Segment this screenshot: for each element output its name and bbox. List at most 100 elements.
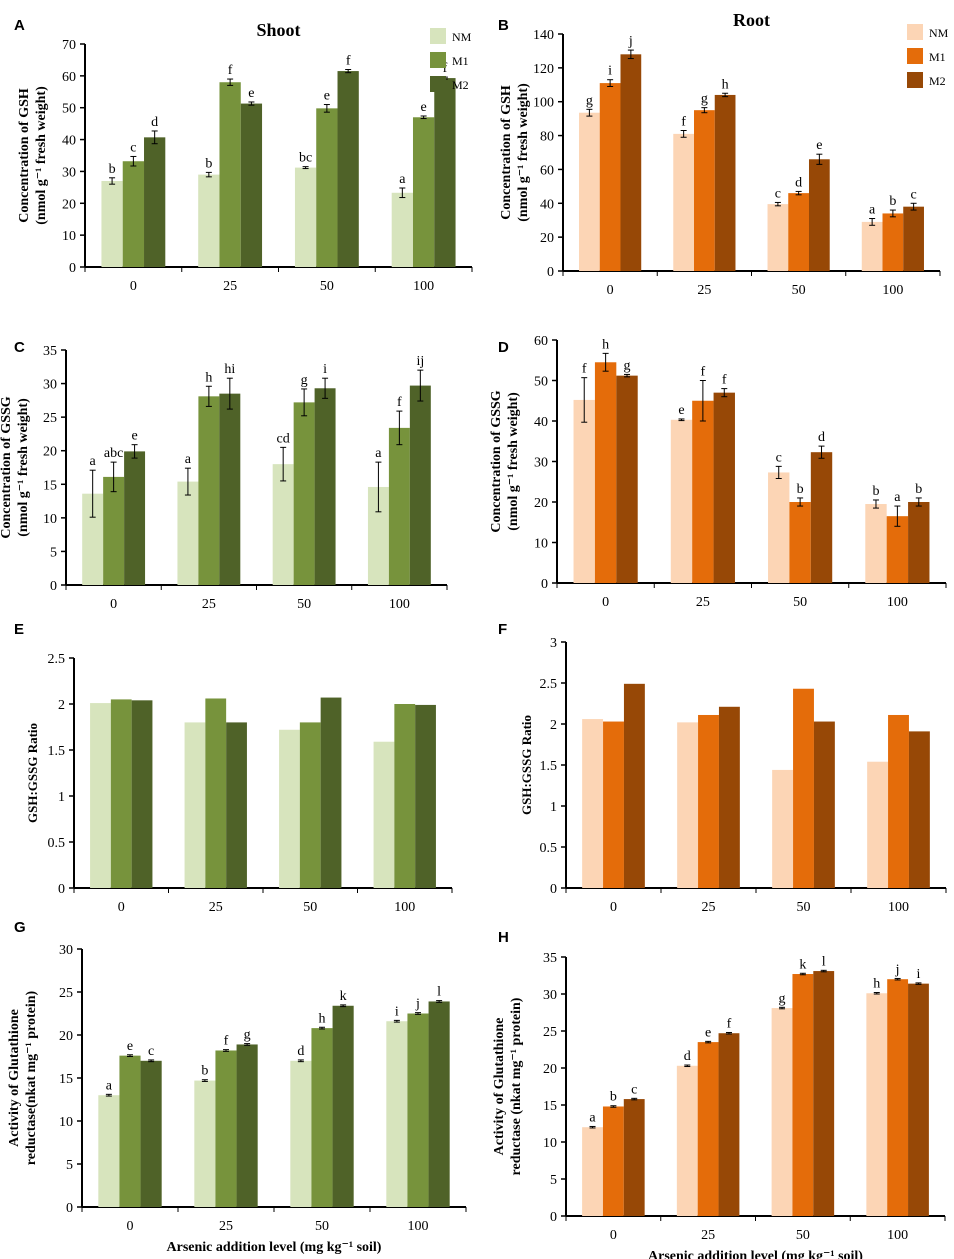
x-tick-label: 0 [602,595,609,610]
bar-m2 [620,54,642,271]
bar-m1 [602,1106,624,1216]
bar-m1 [789,502,811,583]
significance-letter: d [795,175,802,190]
bar-nm [771,1008,793,1216]
significance-letter: h [873,977,880,992]
significance-letter: c [631,1082,637,1097]
bar-m2 [714,94,736,271]
y-axis-label-line: Concentration of GSH [499,85,514,220]
y-axis-label: Concentration of GSSG (nmol g⁻¹ fresh wei… [0,396,31,538]
y-axis-label-line: (nmol g⁻¹ fresh weight) [506,392,521,531]
significance-letter: b [872,484,879,499]
significance-letter: c [775,186,781,201]
panel-letter: H [498,929,509,946]
legend-swatch-nm [430,28,446,44]
y-tick-label: 50 [62,102,76,117]
y-tick-label: 60 [540,163,554,178]
y-tick-label: 1.5 [48,744,66,759]
significance-letter: abc [104,446,123,461]
y-tick-label: 140 [533,28,554,43]
y-tick-label: 10 [43,512,57,527]
significance-letter: a [375,446,382,461]
bar-m2 [236,1044,258,1207]
significance-letter: g [701,92,708,107]
significance-letter: d [151,115,158,130]
bar-m2 [808,159,830,271]
significance-letter: c [130,140,136,155]
legend-label: NM [452,30,472,44]
significance-letter: b [109,162,116,177]
y-tick-label: 60 [534,334,548,349]
significance-letter: a [894,490,901,505]
bar-m2 [314,388,336,585]
y-axis-label-line: (nmol g⁻¹ fresh weight) [34,86,49,225]
x-tick-label: 25 [209,900,223,915]
significance-letter: f [443,61,448,76]
bar-m2 [908,731,930,888]
bar-nm [767,204,789,271]
y-axis-label-line: GSH:GSSG Ratio [25,723,40,823]
significance-letter: b [201,1064,208,1079]
y-tick-label: 100 [533,96,554,111]
bar-m2 [124,451,146,585]
y-axis-label-line: Concentration of GSSG [489,390,504,532]
bar-nm [82,493,104,585]
significance-letter: g [779,991,786,1006]
bar-nm [677,722,699,888]
y-tick-label: 0 [50,579,57,594]
significance-letter: b [797,482,804,497]
significance-letter: j [895,962,900,977]
bar-nm [391,192,413,267]
bar-nm [294,167,317,267]
y-tick-label: 50 [534,375,548,390]
bar-nm [90,703,111,888]
bar-m1 [603,721,624,888]
panel-a: A Shoot 0 10 20 30 40 50 60 70 Concentration of GS… [14,17,473,294]
panel-h: H 0 5 10 15 20 25 30 35 Activity of Glutathione re… [492,929,946,1259]
bar-m2 [623,1099,645,1216]
x-tick-label: 100 [408,1219,429,1234]
bar-m2 [908,502,930,583]
y-axis-label: Concentration of GSSG (nmol g⁻¹ fresh wei… [489,390,521,532]
panel-c: C 0 5 10 15 20 25 30 35 Concentration of GSSG (nmo… [0,339,448,612]
x-tick-label: 50 [792,283,806,298]
significance-letter: b [915,482,922,497]
significance-letter: h [205,370,212,385]
bar-nm [290,1060,312,1207]
x-tick-label: 100 [887,1228,908,1243]
bar-m1 [219,82,241,267]
significance-letter: c [148,1044,154,1059]
bar-m1 [882,213,904,271]
significance-letter: d [297,1044,304,1059]
significance-letter: g [624,358,631,373]
y-tick-label: 20 [62,197,76,212]
x-tick-label: 25 [696,595,710,610]
panel-letter: C [14,339,25,356]
significance-letter: f [722,373,727,388]
y-tick-label: 20 [534,496,548,511]
legend-label: NM [929,26,949,40]
y-axis-label: GSH:GSSG Ratio [25,723,40,823]
significance-letter: bc [299,151,312,166]
bar-m1 [293,402,315,585]
bar-nm [865,504,887,583]
y-tick-label: 40 [540,197,554,212]
legend-label: M2 [929,74,946,88]
y-tick-label: 15 [543,1099,557,1114]
x-tick-label: 25 [219,1219,233,1234]
y-axis-label-line: Concentration of GSSG [0,396,14,538]
bar-m1 [394,704,416,888]
legend-swatch-nm [907,24,923,40]
bar-m1 [198,396,220,585]
significance-letter: a [869,203,876,218]
y-axis-label-line: GSH:GSSG Ratio [519,715,534,815]
bar-m1 [692,400,714,583]
y-tick-label: 25 [59,986,73,1001]
y-tick-label: 0 [69,261,76,276]
legend-swatch-m1 [907,48,923,64]
significance-letter: l [822,954,826,969]
bar-nm [867,761,889,888]
significance-letter: f [346,53,351,68]
